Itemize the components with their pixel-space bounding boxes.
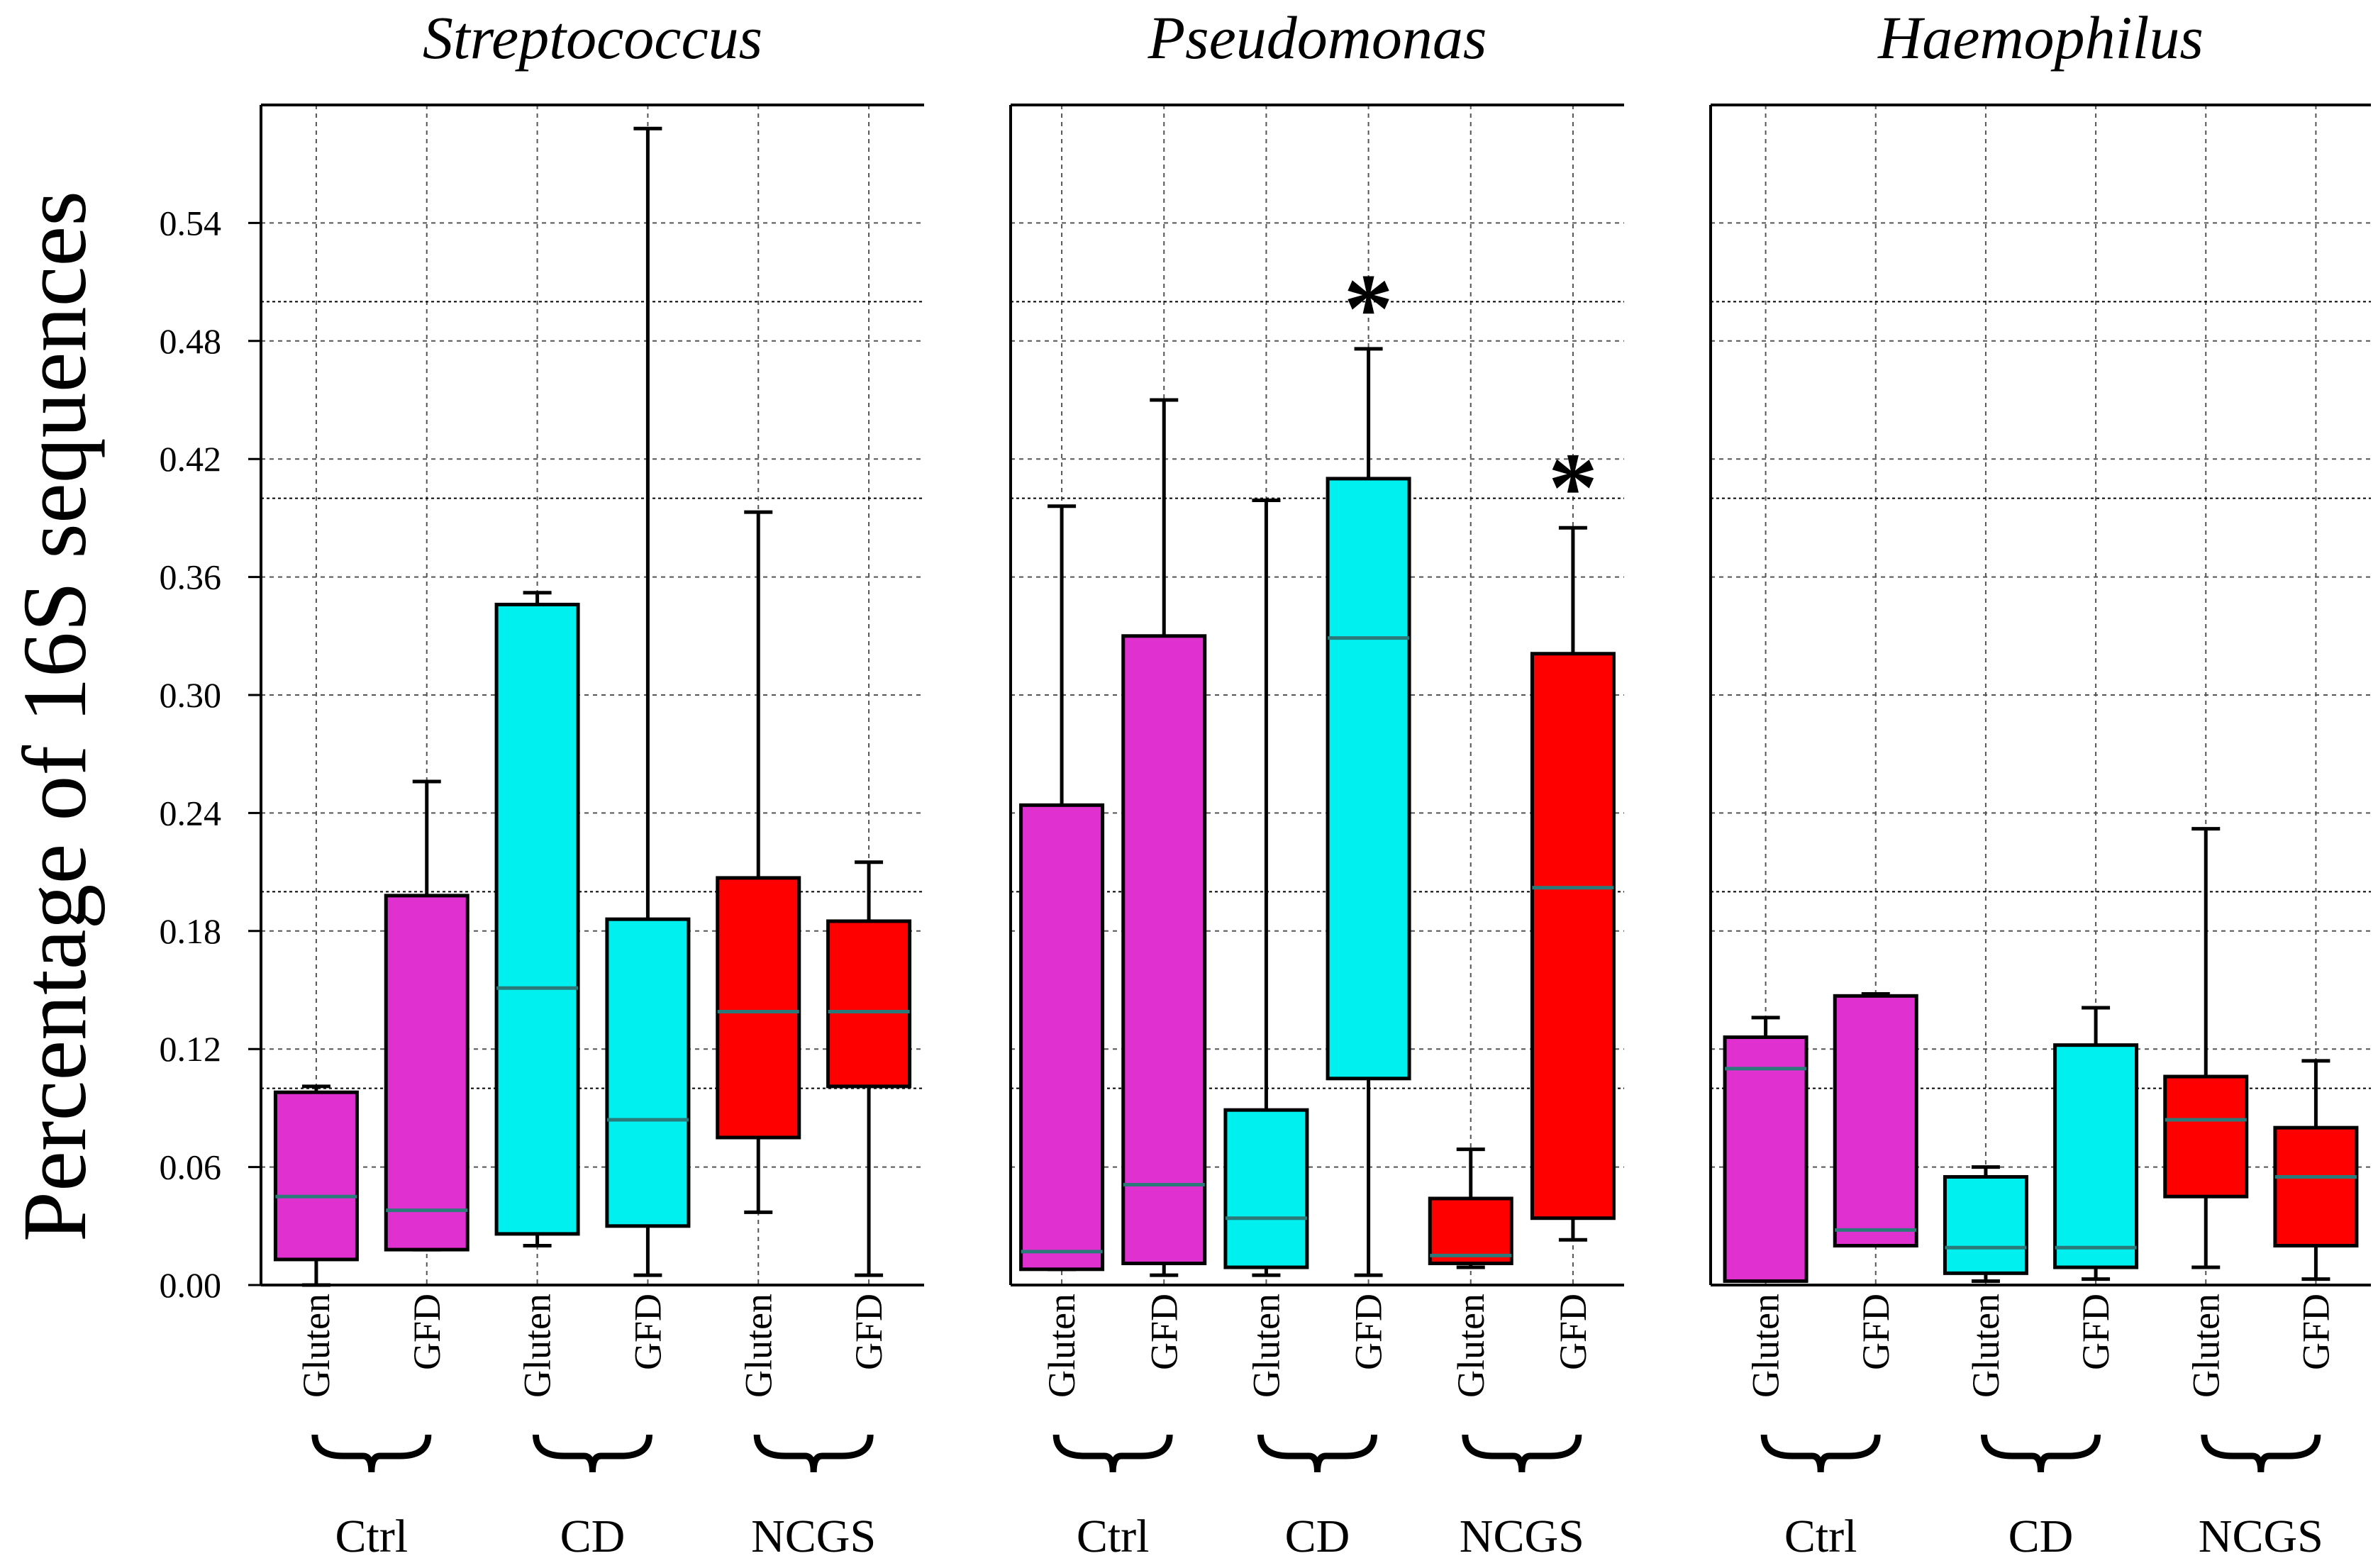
y-tick-label: 0.24 (160, 793, 222, 833)
box-ctrl-gfd (1121, 398, 1207, 1277)
group-brace (1760, 1434, 1881, 1473)
group-brace (533, 1434, 652, 1473)
category-label: Gluten (737, 1294, 779, 1398)
box-ncgs-gfd (826, 860, 912, 1277)
box-ctrl-gfd (384, 779, 470, 1252)
box-iqr (1943, 1174, 2028, 1275)
box-iqr (384, 894, 470, 1252)
group-brace (311, 1434, 432, 1473)
box-iqr (2053, 1043, 2139, 1269)
group-brace (1052, 1434, 1173, 1473)
group-brace (2201, 1434, 2321, 1473)
category-label: Gluten (1040, 1294, 1083, 1398)
category-label: GFD (1143, 1294, 1185, 1370)
category-label: GFD (2074, 1294, 2117, 1370)
box-ncgs-gfd (2273, 1059, 2359, 1281)
panel: Streptococcus Gluten GFD Gluten GFD Gluten GFD… (260, 4, 924, 1562)
box-iqr (1833, 994, 1918, 1248)
box-iqr (1121, 634, 1207, 1265)
category-label: Gluten (516, 1294, 559, 1398)
panels: Streptococcus Gluten GFD Gluten GFD Gluten GFD… (260, 4, 2371, 1562)
box-iqr (1223, 1108, 1309, 1269)
box-ctrl-gluten (1019, 504, 1105, 1272)
significance-star: * (1344, 254, 1394, 364)
category-label: Gluten (1745, 1294, 1787, 1398)
group-label: NCGS (1460, 1511, 1584, 1562)
box-cd-gfd (2053, 1006, 2139, 1281)
box-ncgs-gfd: * (1530, 433, 1616, 1242)
y-axis-title: Percentage of 16S sequences (4, 191, 105, 1242)
box-cd-gluten (1943, 1165, 2028, 1283)
category-label: GFD (626, 1294, 669, 1370)
y-tick-label: 0.30 (160, 675, 222, 715)
category-label: Gluten (1965, 1294, 2007, 1398)
y-tick-label: 0.18 (160, 911, 222, 951)
group-brace (1462, 1434, 1582, 1473)
box-ctrl-gluten (1723, 1016, 1808, 1283)
box-iqr (2163, 1074, 2249, 1199)
group-brace (1257, 1434, 1377, 1473)
category-label: Gluten (1450, 1294, 1492, 1398)
group-label: CD (1285, 1511, 1350, 1562)
category-label: GFD (848, 1294, 890, 1370)
category-label: GFD (1552, 1294, 1594, 1370)
group-label: CD (2008, 1511, 2074, 1562)
group-brace (753, 1434, 874, 1473)
group-label: NCGS (751, 1511, 876, 1562)
box-cd-gluten (1223, 498, 1309, 1277)
box-cd-gfd (605, 126, 691, 1277)
group-brace (1981, 1434, 2101, 1473)
category-label: Gluten (295, 1294, 338, 1398)
category-label: GFD (1855, 1294, 1897, 1370)
category-label: GFD (2294, 1294, 2337, 1370)
box-ncgs-gluten (1428, 1147, 1513, 1269)
category-label: GFD (406, 1294, 448, 1370)
y-tick-label: 0.12 (160, 1029, 222, 1069)
group-label: Ctrl (1784, 1511, 1857, 1562)
box-iqr (273, 1090, 359, 1262)
y-tick-label: 0.00 (160, 1265, 222, 1305)
group-label: NCGS (2199, 1511, 2323, 1562)
box-iqr (605, 917, 691, 1228)
y-axis: 0.00 0.06 0.12 0.18 0.24 0.30 0.36 0.42 0.48 0.54 (160, 203, 261, 1305)
box-iqr (1530, 652, 1616, 1221)
box-iqr (1326, 477, 1411, 1081)
panel: Haemophilus Gluten GFD Gluten GFD Gluten GFD Ct… (1709, 4, 2371, 1562)
box-ncgs-gluten (716, 510, 801, 1214)
panel: Pseudomonas Gluten GFD Gluten * GFD Gluten * GFD… (1009, 4, 1624, 1562)
box-iqr (2273, 1125, 2359, 1248)
category-label: Gluten (2184, 1294, 2227, 1398)
box-iqr (1428, 1196, 1513, 1265)
box-ctrl-gluten (273, 1084, 359, 1287)
panel-title: Pseudomonas (1148, 4, 1487, 72)
box-ctrl-gfd (1833, 992, 1918, 1248)
y-tick-label: 0.48 (160, 321, 222, 361)
group-label: Ctrl (335, 1511, 408, 1562)
panel-title: Haemophilus (1877, 4, 2204, 72)
significance-star: * (1548, 433, 1598, 543)
box-ncgs-gluten (2163, 827, 2249, 1269)
group-label: Ctrl (1077, 1511, 1150, 1562)
y-tick-label: 0.42 (160, 439, 222, 479)
box-iqr (494, 602, 580, 1236)
box-iqr (1723, 1035, 1808, 1283)
box-cd-gluten (494, 591, 580, 1248)
y-tick-label: 0.06 (160, 1147, 222, 1187)
box-iqr (716, 876, 801, 1140)
box-iqr (1019, 803, 1105, 1272)
box-iqr (826, 919, 912, 1089)
y-tick-label: 0.54 (160, 203, 222, 243)
y-tick-label: 0.36 (160, 557, 222, 597)
category-label: GFD (1348, 1294, 1390, 1370)
panel-title: Streptococcus (423, 4, 762, 72)
box-cd-gfd: * (1326, 254, 1411, 1277)
category-label: Gluten (1245, 1294, 1287, 1398)
group-label: CD (560, 1511, 626, 1562)
